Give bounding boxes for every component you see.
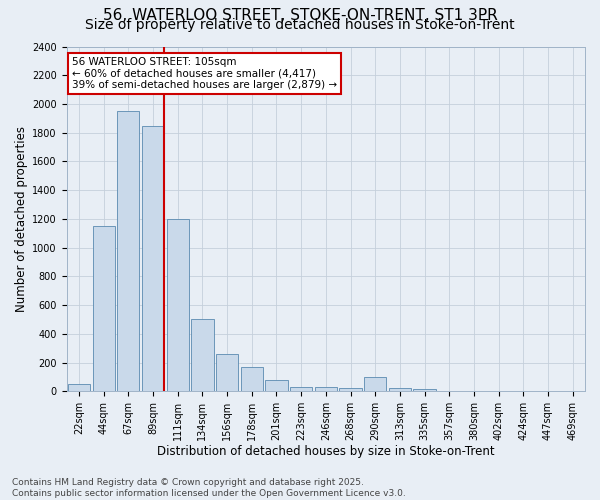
Bar	[364, 377, 386, 391]
Bar	[290, 387, 312, 391]
Bar	[241, 367, 263, 391]
Bar	[389, 388, 411, 391]
Bar	[68, 384, 90, 391]
Bar	[340, 388, 362, 391]
Text: 56 WATERLOO STREET: 105sqm
← 60% of detached houses are smaller (4,417)
39% of s: 56 WATERLOO STREET: 105sqm ← 60% of deta…	[72, 57, 337, 90]
Bar	[92, 226, 115, 391]
X-axis label: Distribution of detached houses by size in Stoke-on-Trent: Distribution of detached houses by size …	[157, 444, 494, 458]
Bar	[265, 380, 287, 391]
Bar	[167, 219, 189, 391]
Text: Size of property relative to detached houses in Stoke-on-Trent: Size of property relative to detached ho…	[85, 18, 515, 32]
Bar	[142, 126, 164, 391]
Bar	[315, 387, 337, 391]
Bar	[117, 111, 139, 391]
Bar	[216, 354, 238, 391]
Y-axis label: Number of detached properties: Number of detached properties	[15, 126, 28, 312]
Text: Contains HM Land Registry data © Crown copyright and database right 2025.
Contai: Contains HM Land Registry data © Crown c…	[12, 478, 406, 498]
Bar	[191, 320, 214, 391]
Bar	[463, 390, 485, 391]
Text: 56, WATERLOO STREET, STOKE-ON-TRENT, ST1 3PR: 56, WATERLOO STREET, STOKE-ON-TRENT, ST1…	[103, 8, 497, 22]
Bar	[438, 390, 460, 391]
Bar	[413, 389, 436, 391]
